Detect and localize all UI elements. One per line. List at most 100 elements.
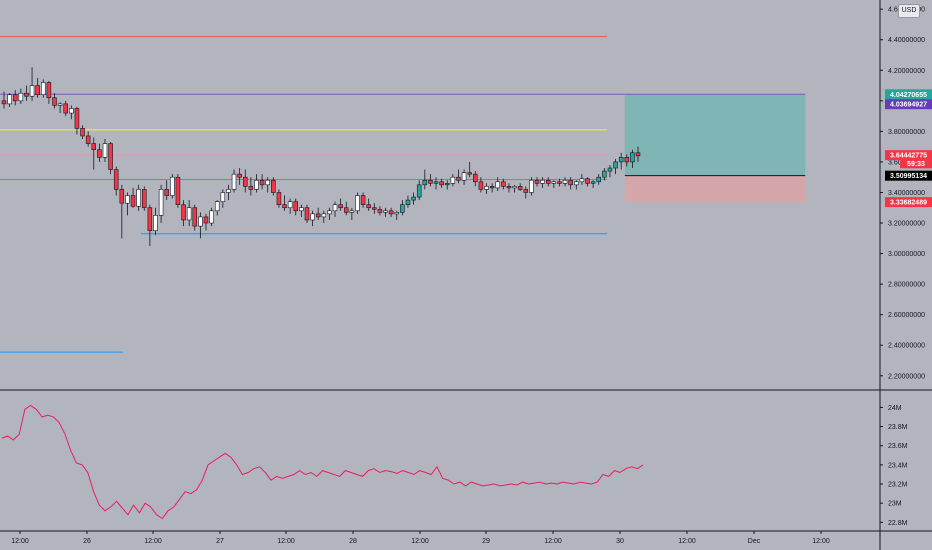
price-tick-label: 4.40000000 [888, 37, 925, 44]
price-badge [885, 170, 932, 181]
currency-badge[interactable]: USD [898, 4, 920, 18]
candle-body [170, 176, 175, 196]
candle-body [534, 179, 540, 184]
candle-body [304, 207, 310, 221]
candle-body [18, 92, 24, 102]
candle-body [203, 216, 209, 224]
candle-body [574, 181, 579, 186]
candle-body [517, 186, 523, 190]
price-tick-label: 2.80000000 [888, 282, 925, 289]
candle-body [237, 173, 242, 178]
candle-body [557, 181, 562, 184]
indicator-tick-label: 23.6M [888, 443, 908, 450]
candle-body [12, 94, 18, 102]
candle-body [394, 212, 400, 215]
candle-body [473, 173, 478, 183]
candle-body [97, 149, 102, 158]
candle-body [467, 172, 472, 175]
indicator-line [1, 404, 644, 520]
candle-body [568, 179, 573, 186]
candle-body [24, 92, 29, 97]
candle-body [192, 207, 198, 227]
candle-body [175, 176, 181, 205]
time-tick-label: 29 [482, 538, 490, 545]
candle-body [512, 186, 517, 189]
price-tick-label: 3.00000000 [888, 251, 925, 258]
candle-body [181, 204, 186, 221]
indicator-tick-label: 23.2M [888, 482, 908, 489]
time-tick-label: 28 [349, 538, 357, 545]
candle-body [57, 103, 63, 106]
candle-body [461, 172, 467, 181]
candle-body [125, 195, 130, 204]
candle-body [136, 189, 141, 207]
candle-body [265, 179, 270, 186]
time-tick-label: 12:00 [144, 538, 162, 545]
candle-body [433, 181, 439, 184]
candle-body [400, 204, 405, 213]
candle-body [80, 128, 85, 137]
position-loss-zone [624, 175, 806, 203]
price-badge [885, 150, 932, 161]
candle-body [147, 207, 153, 231]
candle-body [102, 143, 108, 158]
candle-body [450, 176, 456, 184]
candle-body [360, 195, 366, 205]
price-badge-label: 3.50995134 [890, 173, 927, 180]
price-badge-label: 59:33 [907, 161, 925, 168]
candle-body [310, 213, 315, 221]
time-tick-label: 12:00 [812, 538, 830, 545]
indicator-axis[interactable]: 22.8M 23M 23.2M 23.4M 23.6M 23.8M 24M [880, 405, 908, 527]
candle-body [74, 108, 80, 129]
candle-body [545, 179, 551, 184]
candle-body [69, 108, 74, 114]
candle-body [158, 189, 164, 216]
candle-body [153, 215, 158, 231]
candle-body [602, 170, 607, 178]
candle-body [501, 181, 506, 187]
candle-body [349, 210, 355, 213]
candle-body [293, 201, 299, 212]
price-tick-label: 4.20000000 [888, 68, 925, 75]
position-profit-zone [624, 94, 806, 176]
candle-body [495, 181, 500, 189]
candle-body [607, 167, 613, 172]
candle-body [523, 189, 529, 193]
indicator-tick-label: 23.8M [888, 424, 908, 431]
time-tick-label: 30 [616, 538, 624, 545]
price-badge [885, 197, 932, 208]
candle-body [444, 183, 450, 186]
candle-body [299, 207, 304, 212]
price-tick-label: 2.20000000 [888, 373, 925, 380]
indicator-tick-label: 23.4M [888, 462, 908, 469]
candle-body [439, 181, 444, 186]
price-pane[interactable] [0, 36, 806, 353]
candle-body [529, 179, 534, 193]
candle-body [388, 210, 394, 215]
candle-body [428, 179, 433, 184]
indicator-pane[interactable] [1, 404, 644, 520]
price-axis[interactable]: 2.20000000 2.40000000 2.60000000 2.80000000… [880, 7, 932, 381]
candle-body [411, 196, 416, 201]
price-tick-label: 3.20000000 [888, 221, 925, 228]
candle-body [186, 207, 192, 221]
candle-body [52, 97, 57, 106]
candle-body [254, 179, 259, 190]
candle-body [271, 179, 276, 193]
candle-body [35, 85, 40, 96]
time-axis[interactable]: 12:00 26 12:00 27 12:00 28 12:00 29 12:00 30 12:00… [11, 531, 830, 545]
time-tick-label: 27 [216, 538, 224, 545]
candle-body [372, 207, 377, 210]
candle-body [562, 179, 568, 184]
candle-body [590, 181, 596, 184]
candle-body [1, 100, 7, 105]
price-tick-label: 3.80000000 [888, 129, 925, 136]
candle-body [630, 152, 635, 163]
candle-body [585, 178, 590, 184]
candle-body [484, 186, 489, 190]
price-badge [900, 158, 932, 169]
candle-body [85, 135, 91, 144]
candle-body [248, 186, 254, 190]
candle-body [456, 176, 461, 181]
